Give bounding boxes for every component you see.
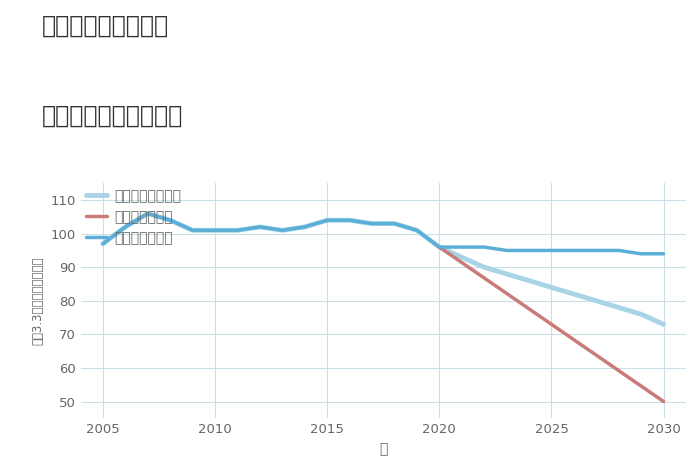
ノーマルシナリオ <box>637 312 645 317</box>
グッドシナリオ <box>413 227 421 233</box>
ノーマルシナリオ <box>323 218 331 223</box>
グッドシナリオ <box>503 248 511 253</box>
グッドシナリオ <box>256 224 264 230</box>
ノーマルシナリオ <box>233 227 242 233</box>
グッドシナリオ <box>615 248 623 253</box>
ノーマルシナリオ <box>368 221 376 227</box>
グッドシナリオ <box>659 251 668 257</box>
ノーマルシナリオ <box>300 224 309 230</box>
バッドシナリオ <box>435 244 444 250</box>
グッドシナリオ <box>368 221 376 227</box>
X-axis label: 年: 年 <box>379 442 387 456</box>
ノーマルシナリオ <box>547 284 556 290</box>
グッドシナリオ <box>391 221 399 227</box>
Legend: ノーマルシナリオ, バッドシナリオ, グッドシナリオ: ノーマルシナリオ, バッドシナリオ, グッドシナリオ <box>80 183 186 251</box>
ノーマルシナリオ <box>121 224 130 230</box>
ノーマルシナリオ <box>480 265 489 270</box>
ノーマルシナリオ <box>99 241 107 247</box>
グッドシナリオ <box>570 248 578 253</box>
グッドシナリオ <box>144 211 152 216</box>
ノーマルシナリオ <box>345 218 354 223</box>
ノーマルシナリオ <box>278 227 286 233</box>
ノーマルシナリオ <box>503 271 511 277</box>
グッドシナリオ <box>121 224 130 230</box>
グッドシナリオ <box>99 241 107 247</box>
ノーマルシナリオ <box>211 227 219 233</box>
Y-axis label: 平（3.3㎡）単価（万円）: 平（3.3㎡）単価（万円） <box>32 257 45 345</box>
Text: 兵庫県姫路市延末の: 兵庫県姫路市延末の <box>42 14 169 38</box>
Line: グッドシナリオ: グッドシナリオ <box>103 213 664 254</box>
グッドシナリオ <box>323 218 331 223</box>
バッドシナリオ <box>659 399 668 404</box>
グッドシナリオ <box>233 227 242 233</box>
グッドシナリオ <box>300 224 309 230</box>
ノーマルシナリオ <box>570 291 578 297</box>
グッドシナリオ <box>525 248 533 253</box>
ノーマルシナリオ <box>615 305 623 310</box>
グッドシナリオ <box>188 227 197 233</box>
グッドシナリオ <box>166 218 174 223</box>
グッドシナリオ <box>592 248 601 253</box>
グッドシナリオ <box>458 244 466 250</box>
グッドシナリオ <box>211 227 219 233</box>
グッドシナリオ <box>637 251 645 257</box>
ノーマルシナリオ <box>458 254 466 260</box>
ノーマルシナリオ <box>413 227 421 233</box>
グッドシナリオ <box>435 244 444 250</box>
グッドシナリオ <box>480 244 489 250</box>
グッドシナリオ <box>278 227 286 233</box>
ノーマルシナリオ <box>188 227 197 233</box>
ノーマルシナリオ <box>435 244 444 250</box>
Text: 中古戸建ての価格推移: 中古戸建ての価格推移 <box>42 103 183 127</box>
ノーマルシナリオ <box>525 278 533 283</box>
ノーマルシナリオ <box>391 221 399 227</box>
ノーマルシナリオ <box>659 321 668 327</box>
ノーマルシナリオ <box>592 298 601 304</box>
ノーマルシナリオ <box>256 224 264 230</box>
ノーマルシナリオ <box>144 211 152 216</box>
ノーマルシナリオ <box>166 218 174 223</box>
グッドシナリオ <box>345 218 354 223</box>
Line: ノーマルシナリオ: ノーマルシナリオ <box>103 213 664 324</box>
Line: バッドシナリオ: バッドシナリオ <box>440 247 664 401</box>
グッドシナリオ <box>547 248 556 253</box>
